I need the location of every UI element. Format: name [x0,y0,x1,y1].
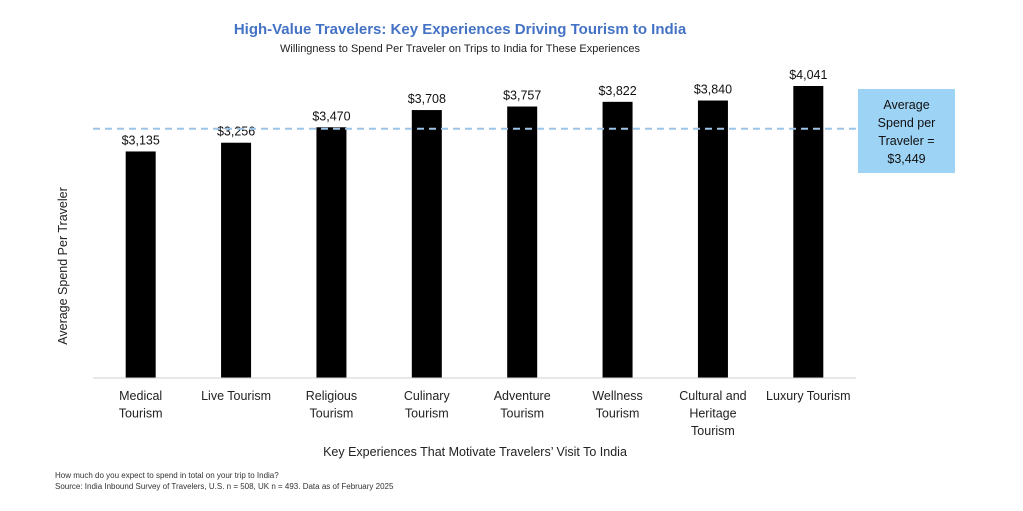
bar [316,127,347,378]
data-label: $3,708 [408,92,446,106]
data-label: $3,822 [598,84,636,98]
average-callout-text: Traveler = [878,134,934,148]
average-callout-text: Average [883,98,929,112]
category-label: Luxury Tourism [766,389,851,403]
bar [602,101,633,378]
average-callout-text: Spend per [878,116,936,130]
data-label: $3,256 [217,125,255,139]
bar [697,100,728,379]
data-label: $3,470 [312,109,350,123]
chart-subtitle: Willingness to Spend Per Traveler on Tri… [280,43,640,55]
data-label: $3,757 [503,89,541,103]
category-label: Adventure [494,389,551,403]
y-axis-label: Average Spend Per Traveler [56,187,70,345]
bar [793,86,824,378]
footnote-question: How much do you expect to spend in total… [55,471,279,480]
category-label: Culinary [404,389,451,403]
bar [507,106,538,378]
data-label: $3,840 [694,83,732,97]
bar [411,110,442,378]
x-axis-label: Key Experiences That Motivate Travelers’… [323,445,627,459]
category-label: Tourism [691,424,735,438]
category-label: Tourism [310,407,354,421]
bar [125,151,156,378]
category-label: Live Tourism [201,389,271,403]
category-label: Cultural and [679,389,746,403]
average-callout-text: $3,449 [887,152,925,166]
category-label: Heritage [689,407,736,421]
average-layer: Average Spend per Traveler = $3,449 [93,89,955,173]
footnote-source: Source: India Inbound Survey of Traveler… [55,482,394,491]
category-label: Tourism [596,407,640,421]
chart-title: High-Value Travelers: Key Experiences Dr… [234,21,687,38]
category-label: Wellness [592,389,642,403]
data-label: $4,041 [789,68,827,82]
bars-layer: $3,135 Medical Tourism $3,256 Live Tourism $3… [119,68,851,438]
category-label: Tourism [500,407,544,421]
data-label: $3,135 [122,133,160,147]
average-callout-box [858,89,955,173]
bar [221,142,252,378]
category-label: Tourism [119,407,163,421]
category-label: Medical [119,389,162,403]
category-label: Tourism [405,407,449,421]
category-label: Religious [306,389,357,403]
